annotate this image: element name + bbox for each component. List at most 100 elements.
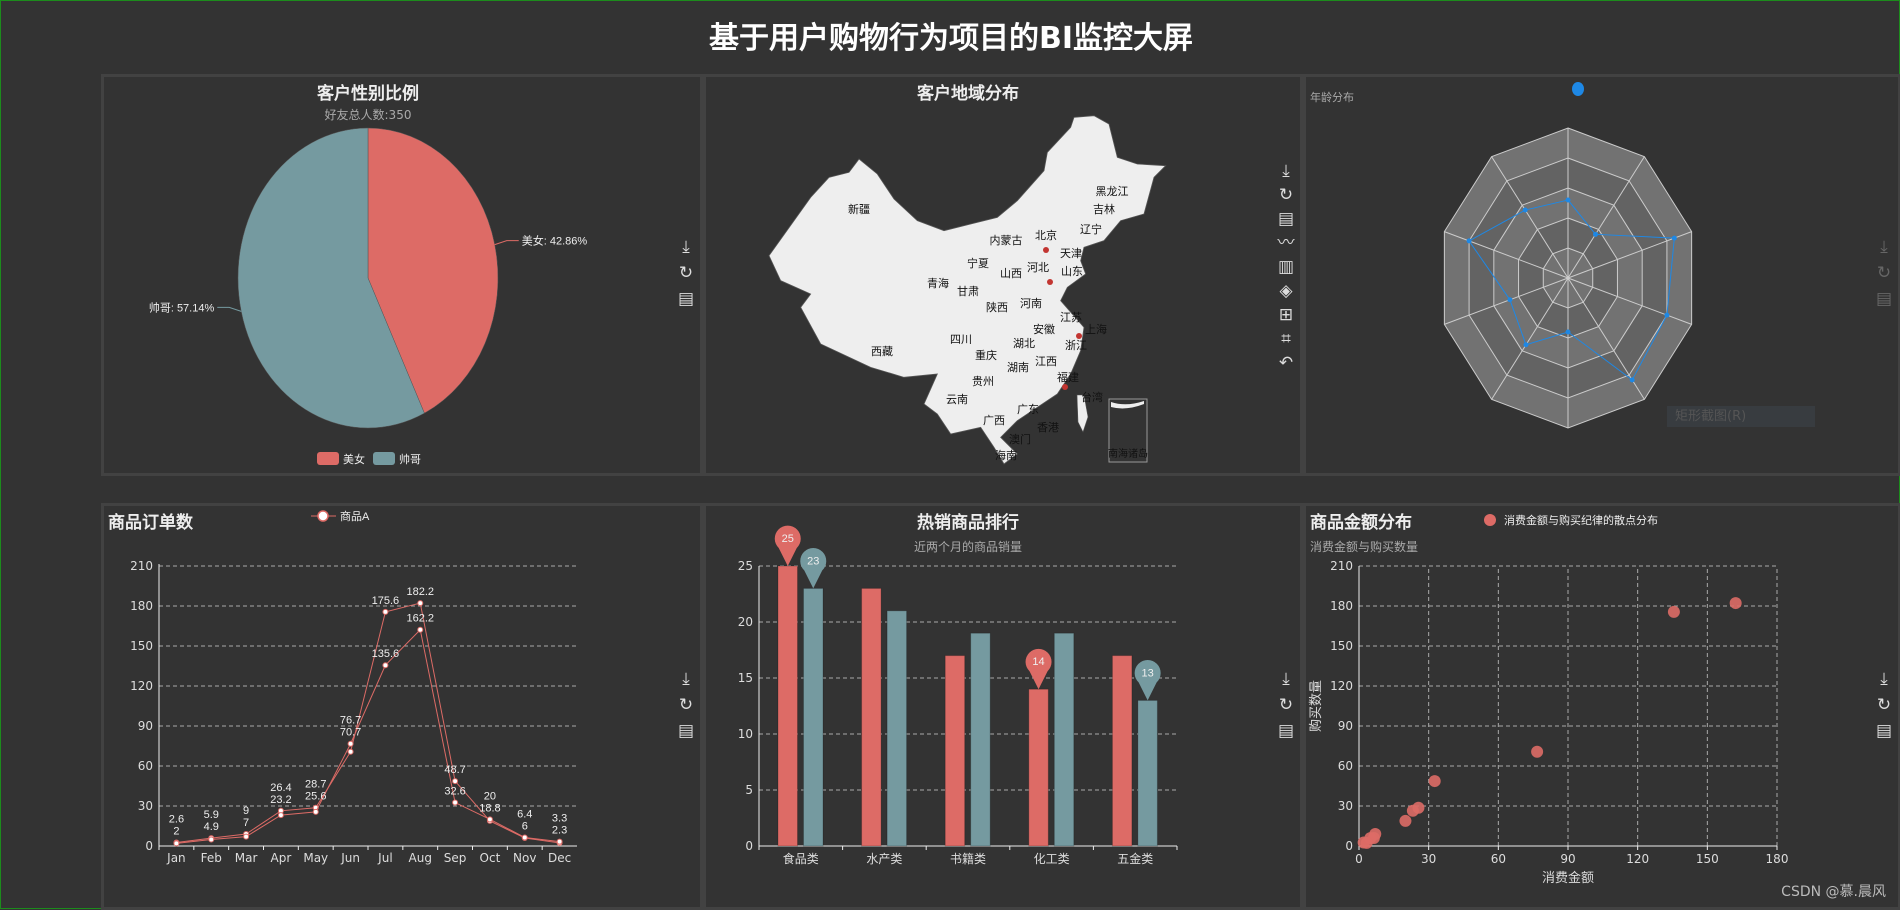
province-label-福建: 福建 xyxy=(1057,370,1079,384)
bar[interactable] xyxy=(777,565,798,847)
radar-point[interactable] xyxy=(1466,238,1472,244)
refresh-icon[interactable]: ↻ xyxy=(1278,185,1294,205)
province-label-吉林: 吉林 xyxy=(1093,202,1115,216)
data-point[interactable] xyxy=(208,836,215,843)
data-point[interactable] xyxy=(486,816,493,823)
bar[interactable] xyxy=(1028,688,1049,847)
marker-pin[interactable] xyxy=(774,525,801,566)
y-tick-label: 180 xyxy=(130,599,153,613)
scatter-point[interactable] xyxy=(1360,836,1373,849)
data-point[interactable] xyxy=(382,608,389,615)
data-view-icon[interactable]: ▤ xyxy=(1277,721,1295,741)
data-point[interactable] xyxy=(312,808,319,815)
scatter-point[interactable] xyxy=(1428,775,1441,788)
radar-point[interactable] xyxy=(1522,207,1528,213)
download-icon[interactable]: ⤓ xyxy=(682,669,690,689)
highlight-dot[interactable] xyxy=(1043,247,1049,253)
stack-icon[interactable]: ◈ xyxy=(1279,281,1293,301)
bar[interactable] xyxy=(944,655,966,847)
download-icon[interactable]: ⤓ xyxy=(1880,237,1888,257)
radar-point[interactable] xyxy=(1664,312,1670,318)
refresh-icon[interactable]: ↻ xyxy=(1876,695,1892,715)
marker-pin[interactable] xyxy=(1134,660,1161,701)
data-point[interactable] xyxy=(556,838,563,845)
marker-pin[interactable] xyxy=(800,548,827,589)
province-label-辽宁: 辽宁 xyxy=(1080,222,1102,236)
bar[interactable] xyxy=(803,587,824,847)
pie-slice-1[interactable] xyxy=(237,127,425,429)
legend-dot[interactable] xyxy=(1572,82,1584,96)
legend-swatch[interactable] xyxy=(317,452,339,465)
data-view-icon[interactable]: ▤ xyxy=(677,289,695,309)
chart-title: 商品订单数 xyxy=(108,512,194,533)
highlight-dot[interactable] xyxy=(1076,333,1082,339)
refresh-icon[interactable]: ↻ xyxy=(1278,695,1294,715)
radar-point[interactable] xyxy=(1565,197,1571,203)
data-point[interactable] xyxy=(417,600,424,607)
x-tick-label: May xyxy=(303,851,328,865)
scatter-point[interactable] xyxy=(1667,605,1680,618)
refresh-icon[interactable]: ↻ xyxy=(678,263,694,283)
tiled-icon[interactable]: ⊞ xyxy=(1278,305,1294,325)
x-tick-label: Sep xyxy=(444,851,467,865)
data-point[interactable] xyxy=(277,812,284,819)
radar-point[interactable] xyxy=(1523,342,1529,348)
bar-chart-icon[interactable]: ▥ xyxy=(1277,257,1295,277)
refresh-icon[interactable]: ↻ xyxy=(678,695,694,715)
bar[interactable] xyxy=(1053,632,1075,847)
data-view-icon[interactable]: ▤ xyxy=(1875,721,1893,741)
crop-icon[interactable]: ⌗ xyxy=(1281,329,1291,349)
data-view-icon[interactable]: ▤ xyxy=(1875,289,1893,309)
orders-panel: 商品订单数 商品A 0 30 60 90 120 150 180 210 Jan Feb Mar Apr M… xyxy=(101,503,703,910)
bar[interactable] xyxy=(861,587,882,847)
province-label-河南: 河南 xyxy=(1020,297,1042,310)
legend-symbol[interactable] xyxy=(1484,514,1496,526)
marker-pin[interactable] xyxy=(1025,648,1052,690)
data-point[interactable] xyxy=(417,626,424,633)
radar-point[interactable] xyxy=(1565,329,1571,335)
data-point[interactable] xyxy=(243,833,250,840)
data-point[interactable] xyxy=(452,778,459,785)
download-icon[interactable]: ⤓ xyxy=(682,237,690,257)
data-label: 26.4 xyxy=(270,782,291,794)
scatter-point[interactable] xyxy=(1531,745,1544,758)
data-point[interactable] xyxy=(452,799,459,806)
download-icon[interactable]: ⤓ xyxy=(1282,161,1290,181)
data-point[interactable] xyxy=(521,834,528,841)
bar[interactable] xyxy=(886,610,908,847)
refresh-icon[interactable]: ↻ xyxy=(1876,263,1892,283)
bar[interactable] xyxy=(1137,699,1158,847)
data-view-icon[interactable]: ▤ xyxy=(1277,209,1295,229)
download-icon[interactable]: ⤓ xyxy=(1282,669,1290,689)
data-view-icon[interactable]: ▤ xyxy=(677,721,695,741)
radar-point[interactable] xyxy=(1629,377,1635,383)
province-label-新疆: 新疆 xyxy=(848,202,870,216)
highlight-dot[interactable] xyxy=(1047,279,1053,285)
scatter-point[interactable] xyxy=(1412,801,1425,814)
scatter-point[interactable] xyxy=(1399,814,1412,827)
x-tick-label: 水产类 xyxy=(866,852,902,866)
radar-point[interactable] xyxy=(1671,235,1677,241)
chart-subtitle: 年龄分布 xyxy=(1310,90,1354,104)
province-label-广东: 广东 xyxy=(1017,403,1039,416)
data-point[interactable] xyxy=(347,748,354,755)
undo-icon[interactable]: ↶ xyxy=(1278,353,1294,373)
radar-point[interactable] xyxy=(1593,231,1599,237)
data-point[interactable] xyxy=(347,740,354,747)
taiwan-shape[interactable] xyxy=(1076,394,1089,433)
highlight-dot[interactable] xyxy=(1062,384,1068,390)
bar[interactable] xyxy=(1111,655,1133,847)
legend-symbol[interactable] xyxy=(317,510,329,522)
line-chart-icon[interactable]: 〰 xyxy=(1277,233,1295,253)
scatter-point[interactable] xyxy=(1729,597,1742,610)
data-point[interactable] xyxy=(382,662,389,669)
legend-label: 商品A xyxy=(340,509,370,523)
download-icon[interactable]: ⤓ xyxy=(1880,669,1888,689)
radar-point[interactable] xyxy=(1507,297,1513,303)
data-point[interactable] xyxy=(173,840,180,847)
bar[interactable] xyxy=(970,632,991,847)
china-outline[interactable] xyxy=(768,115,1167,465)
chart-title: 商品金额分布 xyxy=(1310,512,1412,533)
legend-swatch[interactable] xyxy=(373,452,395,465)
